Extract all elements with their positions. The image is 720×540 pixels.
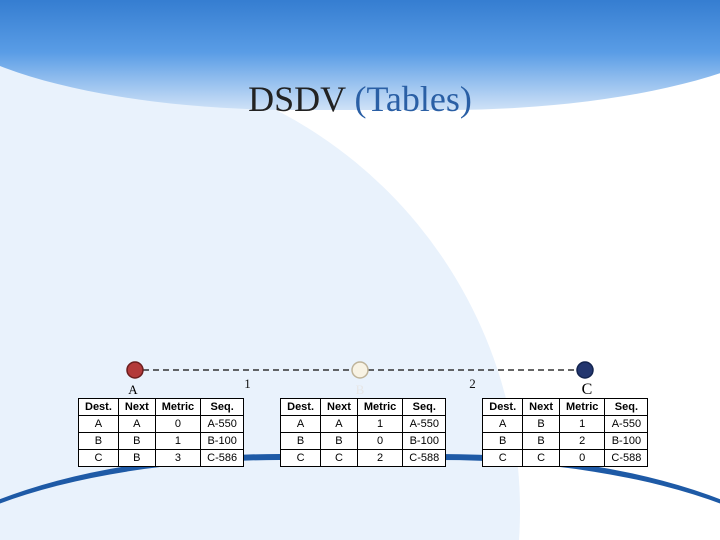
cell: 3 xyxy=(155,450,200,467)
cell: B xyxy=(118,433,155,450)
node-label-C: C xyxy=(582,381,593,396)
routing-table-B: Dest.NextMetricSeq.AA1A-550BB0B-100CC2C-… xyxy=(280,398,446,467)
cell: A-550 xyxy=(605,416,648,433)
cell: B xyxy=(79,433,119,450)
col-header: Metric xyxy=(560,399,605,416)
cell: B xyxy=(523,416,560,433)
cell: 0 xyxy=(560,450,605,467)
title-paren: (Tables) xyxy=(354,79,471,119)
table-row: AA0A-550 xyxy=(79,416,244,433)
cell: 1 xyxy=(357,416,402,433)
table-row: CB3C-586 xyxy=(79,450,244,467)
table-row: BB0B-100 xyxy=(281,433,446,450)
col-header: Next xyxy=(523,399,560,416)
cell: A xyxy=(321,416,358,433)
cell: B-100 xyxy=(605,433,648,450)
col-header: Seq. xyxy=(201,399,244,416)
node-C xyxy=(577,362,593,378)
col-header: Metric xyxy=(155,399,200,416)
table-row: CC0C-588 xyxy=(483,450,648,467)
cell: 1 xyxy=(155,433,200,450)
cell: A xyxy=(79,416,119,433)
cell: C xyxy=(79,450,119,467)
cell: C-588 xyxy=(403,450,446,467)
col-header: Dest. xyxy=(281,399,321,416)
col-header: Seq. xyxy=(605,399,648,416)
col-header: Dest. xyxy=(79,399,119,416)
cell: 2 xyxy=(560,433,605,450)
cell: A xyxy=(118,416,155,433)
cell: B-100 xyxy=(201,433,244,450)
routing-table-C: Dest.NextMetricSeq.AB1A-550BB2B-100CC0C-… xyxy=(482,398,648,467)
table-row: AA1A-550 xyxy=(281,416,446,433)
network-diagram: 1 2 A B C xyxy=(80,360,640,396)
network-svg: 1 2 A B C xyxy=(80,360,640,396)
cell: A xyxy=(483,416,523,433)
node-label-B: B xyxy=(356,382,365,396)
slide: { "title": {"main": "DSDV ", "paren": "(… xyxy=(0,0,720,540)
table-row: BB2B-100 xyxy=(483,433,648,450)
col-header: Dest. xyxy=(483,399,523,416)
col-header: Next xyxy=(321,399,358,416)
cell: B xyxy=(523,433,560,450)
cell: A xyxy=(281,416,321,433)
title-main: DSDV xyxy=(248,79,354,119)
cell: 0 xyxy=(357,433,402,450)
cell: A-550 xyxy=(403,416,446,433)
table-row: AB1A-550 xyxy=(483,416,648,433)
edge-label: 1 xyxy=(244,376,251,391)
cell: 0 xyxy=(155,416,200,433)
cell: 2 xyxy=(357,450,402,467)
cell: C xyxy=(321,450,358,467)
cell: C xyxy=(523,450,560,467)
node-A xyxy=(127,362,143,378)
table-row: CC2C-588 xyxy=(281,450,446,467)
cell: B-100 xyxy=(403,433,446,450)
routing-tables: Dest.NextMetricSeq.AA0A-550BB1B-100CB3C-… xyxy=(78,398,648,467)
cell: 1 xyxy=(560,416,605,433)
cell: B xyxy=(118,450,155,467)
cell: B xyxy=(281,433,321,450)
table-row: BB1B-100 xyxy=(79,433,244,450)
node-B xyxy=(352,362,368,378)
col-header: Next xyxy=(118,399,155,416)
cell: B xyxy=(483,433,523,450)
cell: C xyxy=(281,450,321,467)
edge-label: 2 xyxy=(469,376,476,391)
cell: A-550 xyxy=(201,416,244,433)
cell: C-586 xyxy=(201,450,244,467)
routing-table-A: Dest.NextMetricSeq.AA0A-550BB1B-100CB3C-… xyxy=(78,398,244,467)
node-label-A: A xyxy=(128,382,138,396)
col-header: Seq. xyxy=(403,399,446,416)
cell: B xyxy=(321,433,358,450)
page-title: DSDV (Tables) xyxy=(0,78,720,120)
cell: C-588 xyxy=(605,450,648,467)
cell: C xyxy=(483,450,523,467)
col-header: Metric xyxy=(357,399,402,416)
